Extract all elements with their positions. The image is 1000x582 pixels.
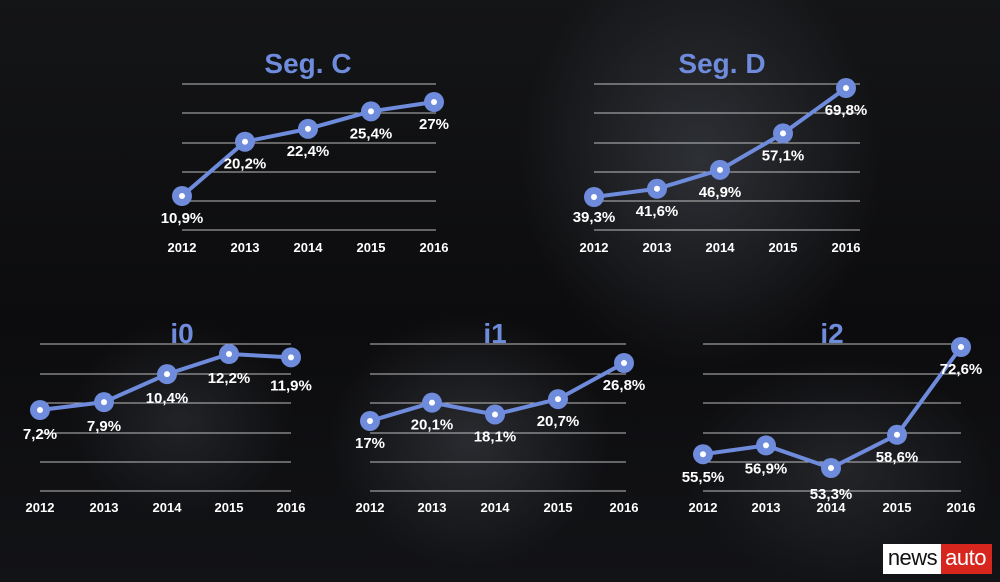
x-tick-label: 2014 (817, 500, 847, 515)
x-tick-label: 2012 (580, 240, 609, 255)
data-point-center (763, 442, 769, 449)
data-point-center (492, 411, 498, 418)
x-tick-label: 2013 (90, 500, 119, 515)
data-point-center (780, 130, 786, 137)
chart-i1: i1 17% 20,1% 18,1% 20,7% 26,8% 2012 2013 2014 201… (355, 318, 645, 515)
x-tick-label: 2013 (231, 240, 260, 255)
chart-seg-d: Seg. D 39,3% 41,6% 46,9% 57,1% 69,8% 2012 2013 2… (573, 48, 868, 255)
x-tick-label: 2015 (769, 240, 798, 255)
data-point-center (717, 166, 723, 173)
x-tick-label: 2014 (481, 500, 511, 515)
data-label: 17% (355, 435, 385, 452)
data-point-center (242, 138, 248, 145)
x-tick-label: 2014 (706, 240, 736, 255)
x-tick-label: 2012 (168, 240, 197, 255)
data-label: 25,4% (350, 125, 393, 142)
chart-i0: i0 7,2% 7,9% 10,4% 12,2% 11,9% 2012 2013 2014 201… (23, 318, 312, 515)
data-label: 72,6% (940, 361, 983, 378)
series-line (702, 345, 963, 470)
data-point-center (368, 108, 374, 115)
data-label: 56,9% (745, 460, 788, 477)
data-point-center (37, 407, 43, 413)
x-tick-label: 2015 (215, 500, 244, 515)
data-label: 46,9% (699, 184, 742, 201)
data-label: 10,9% (161, 210, 204, 227)
chart-title: i1 (483, 318, 506, 349)
data-point-center (654, 185, 660, 192)
data-label: 7,9% (87, 418, 121, 435)
x-tick-label: 2015 (544, 500, 573, 515)
data-label: 7,2% (23, 426, 57, 443)
chart-title: i2 (820, 318, 843, 349)
data-point-center (226, 351, 232, 357)
data-label: 39,3% (573, 209, 616, 226)
data-point-center (305, 125, 311, 132)
chart-i2: i2 55,5% 56,9% 53,3% 58,6% 72,6% 2012 2013 2014 2… (682, 318, 983, 515)
x-tick-label: 2013 (643, 240, 672, 255)
data-label: 69,8% (825, 102, 868, 119)
data-label: 20,7% (537, 413, 580, 430)
data-label: 20,1% (411, 417, 454, 434)
data-point-center (179, 193, 185, 199)
x-tick-label: 2014 (294, 240, 324, 255)
chart-title: i0 (170, 318, 193, 349)
x-tick-label: 2013 (752, 500, 781, 515)
x-tick-label: 2015 (357, 240, 386, 255)
x-tick-label: 2012 (689, 500, 718, 515)
data-point-center (164, 371, 170, 378)
chart-title: Seg. C (264, 48, 351, 79)
logo-news: news (882, 544, 942, 574)
newsauto-logo: news auto (882, 544, 992, 574)
data-point-center (958, 344, 964, 350)
data-label: 22,4% (287, 143, 330, 160)
data-label: 57,1% (762, 147, 805, 164)
data-point-center (367, 418, 373, 424)
data-point-center (288, 354, 294, 361)
x-tick-label: 2012 (26, 500, 55, 515)
x-tick-label: 2016 (947, 500, 976, 515)
x-tick-label: 2016 (610, 500, 639, 515)
chart-title: Seg. D (678, 48, 765, 79)
data-label: 27% (419, 116, 449, 133)
data-label: 12,2% (208, 370, 251, 387)
data-point-center (591, 194, 597, 200)
x-tick-label: 2014 (153, 500, 183, 515)
x-tick-label: 2016 (832, 240, 861, 255)
data-label: 10,4% (146, 390, 189, 407)
data-point-center (555, 396, 561, 403)
data-point-center (828, 465, 834, 471)
data-label: 55,5% (682, 469, 725, 486)
data-label: 26,8% (603, 377, 646, 394)
x-tick-label: 2016 (420, 240, 449, 255)
data-point-center (101, 399, 107, 406)
logo-auto: auto (941, 544, 992, 574)
data-point-center (894, 431, 900, 438)
data-label: 20,2% (224, 156, 267, 173)
data-point-center (621, 360, 627, 366)
x-tick-label: 2013 (418, 500, 447, 515)
data-label: 58,6% (876, 449, 919, 466)
data-label: 41,6% (636, 203, 679, 220)
x-tick-label: 2015 (883, 500, 912, 515)
data-label: 18,1% (474, 428, 517, 445)
x-tick-label: 2016 (277, 500, 306, 515)
x-tick-label: 2012 (356, 500, 385, 515)
data-point-center (431, 99, 437, 105)
data-point-center (843, 85, 849, 91)
data-label: 53,3% (810, 486, 853, 503)
chart-seg-c: Seg. C 10,9% 20,2% 22,4% 25,4% 27% 2012 2013 201… (161, 48, 449, 255)
data-point-center (700, 451, 706, 458)
data-label: 11,9% (270, 377, 312, 394)
data-point-center (429, 399, 435, 406)
